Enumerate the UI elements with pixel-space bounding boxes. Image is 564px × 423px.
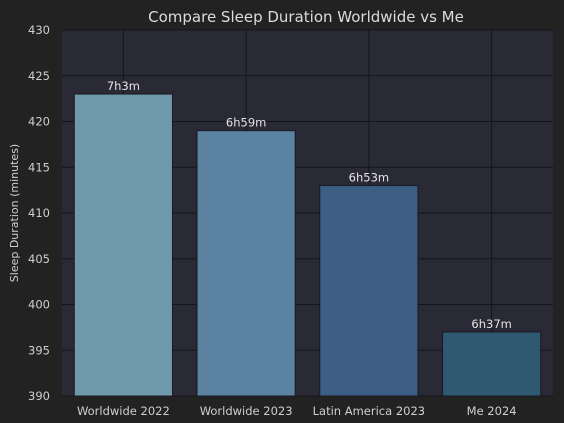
x-tick-label: Worldwide 2023 — [200, 404, 293, 418]
y-tick-label: 420 — [28, 115, 50, 129]
bar-data-label: 6h59m — [226, 116, 266, 130]
x-tick-label: Worldwide 2022 — [77, 404, 170, 418]
bar — [319, 185, 419, 397]
bar-data-label: 6h53m — [349, 171, 389, 185]
y-axis-label: Sleep Duration (minutes) — [8, 144, 21, 282]
y-tick-label: 430 — [28, 23, 50, 37]
data-labels: 7h3m 6h59m 6h53m 6h37m — [107, 79, 512, 331]
bar-data-label: 6h37m — [471, 317, 511, 331]
bar-data-label: 7h3m — [107, 79, 140, 93]
chart-title: Compare Sleep Duration Worldwide vs Me — [148, 8, 464, 26]
y-tick-label: 395 — [28, 343, 50, 357]
y-tick-label: 415 — [28, 160, 50, 174]
x-tick-label: Latin America 2023 — [313, 404, 425, 418]
y-tick-label: 390 — [28, 389, 50, 403]
y-axis-ticks: 390 395 400 405 410 415 420 425 430 — [28, 23, 50, 403]
bar — [73, 93, 173, 397]
x-axis-ticks: Worldwide 2022 Worldwide 2023 Latin Americ… — [77, 404, 517, 418]
y-tick-label: 405 — [28, 252, 50, 266]
bar — [442, 331, 542, 397]
y-tick-label: 400 — [28, 298, 50, 312]
y-tick-label: 425 — [28, 69, 50, 83]
y-tick-label: 410 — [28, 206, 50, 220]
bars — [73, 93, 542, 397]
x-tick-label: Me 2024 — [467, 404, 517, 418]
bar — [196, 130, 296, 397]
